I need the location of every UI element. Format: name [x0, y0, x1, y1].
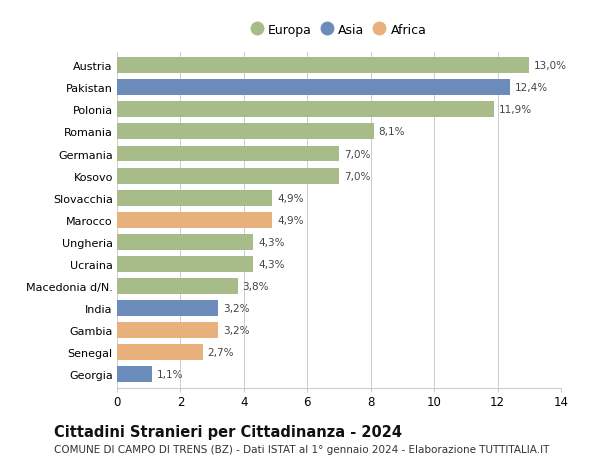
Bar: [117, 146, 339, 162]
Text: 4,9%: 4,9%: [277, 215, 304, 225]
Bar: [117, 235, 253, 250]
Text: 3,8%: 3,8%: [242, 281, 269, 291]
Bar: [117, 323, 218, 338]
Bar: [117, 257, 253, 272]
Bar: [117, 80, 510, 96]
Text: COMUNE DI CAMPO DI TRENS (BZ) - Dati ISTAT al 1° gennaio 2024 - Elaborazione TUT: COMUNE DI CAMPO DI TRENS (BZ) - Dati IST…: [54, 444, 550, 454]
Bar: [117, 213, 272, 228]
Text: Cittadini Stranieri per Cittadinanza - 2024: Cittadini Stranieri per Cittadinanza - 2…: [54, 425, 402, 440]
Text: 13,0%: 13,0%: [534, 61, 567, 71]
Text: 8,1%: 8,1%: [379, 127, 405, 137]
Text: 12,4%: 12,4%: [515, 83, 548, 93]
Bar: [117, 168, 339, 184]
Text: 3,2%: 3,2%: [223, 325, 250, 336]
Bar: [117, 102, 494, 118]
Bar: [117, 58, 529, 74]
Bar: [117, 279, 238, 294]
Text: 4,9%: 4,9%: [277, 193, 304, 203]
Bar: [117, 190, 272, 206]
Text: 7,0%: 7,0%: [344, 149, 370, 159]
Bar: [117, 124, 374, 140]
Text: 2,7%: 2,7%: [208, 347, 234, 358]
Text: 4,3%: 4,3%: [258, 259, 284, 269]
Text: 4,3%: 4,3%: [258, 237, 284, 247]
Bar: [117, 367, 152, 382]
Text: 3,2%: 3,2%: [223, 303, 250, 313]
Legend: Europa, Asia, Africa: Europa, Asia, Africa: [248, 21, 430, 41]
Text: 11,9%: 11,9%: [499, 105, 532, 115]
Bar: [117, 301, 218, 316]
Text: 1,1%: 1,1%: [157, 369, 183, 380]
Text: 7,0%: 7,0%: [344, 171, 370, 181]
Bar: [117, 345, 203, 360]
